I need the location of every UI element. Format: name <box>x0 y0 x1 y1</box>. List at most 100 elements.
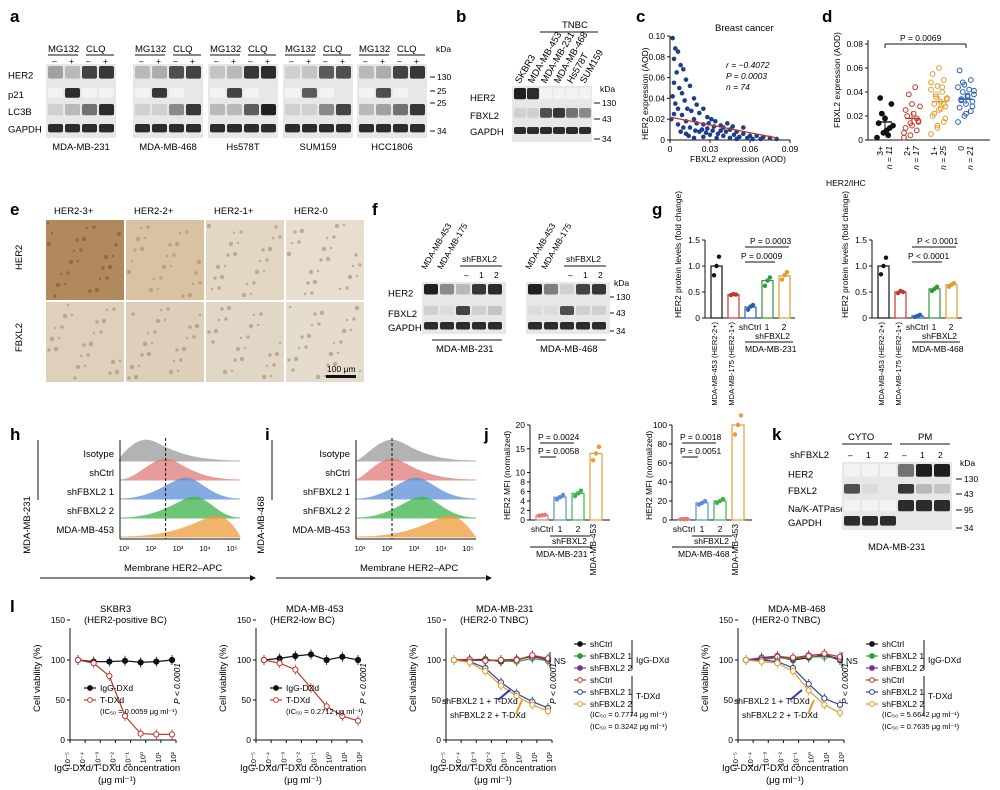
cell-nucleus <box>342 223 346 227</box>
ns-label: NS <box>554 656 566 666</box>
data-point <box>90 660 97 667</box>
p-value: P = 0.0018 <box>680 432 721 442</box>
annotation-arrow <box>515 699 523 715</box>
legend-marker <box>577 677 583 683</box>
cell-nucleus <box>66 271 70 275</box>
cell-nucleus <box>62 313 68 319</box>
cell-nucleus <box>213 276 217 280</box>
bar-label: shCtrl <box>906 322 928 332</box>
data-point <box>689 108 694 114</box>
blot-band <box>528 284 542 295</box>
cell-line-label: MDA-MB-231 <box>22 496 33 554</box>
blot-band <box>285 104 300 116</box>
blot-band <box>261 66 276 79</box>
y-tick-label: 0.5 <box>855 287 867 297</box>
cell-nucleus <box>262 269 266 273</box>
panel-k: CYTO PM shFBXL2 – 1 2 – 1 2 HER2 FBXL2 Na/K-ATPase G… <box>788 432 978 553</box>
lane-sub-label: 2 <box>598 270 603 280</box>
cell-nucleus <box>53 346 59 352</box>
blot-band <box>336 66 351 79</box>
cell-nucleus <box>213 328 219 334</box>
cell-nucleus <box>174 241 180 247</box>
cell-nucleus <box>326 363 330 367</box>
blot-band <box>514 88 526 100</box>
cell-nucleus <box>63 282 67 286</box>
bar-label: 2 <box>949 322 954 332</box>
lane-sub-label: 1 <box>479 270 484 280</box>
cell-nucleus <box>259 312 263 316</box>
data-point <box>931 110 938 117</box>
sign-label: – <box>173 56 178 66</box>
data-point <box>836 701 844 708</box>
protein-label: HER2 <box>788 470 813 481</box>
cell-nucleus <box>53 294 57 298</box>
data-point <box>686 133 691 139</box>
chart-title: MDA-MB-231 <box>476 604 534 615</box>
data-point <box>928 86 934 93</box>
data-point <box>878 272 884 277</box>
x-tick-label: 10⁻² <box>294 752 303 767</box>
data-point <box>942 115 949 122</box>
data-point <box>671 111 677 117</box>
y-tick-label: 0 <box>436 735 441 745</box>
row-label: MDA-MB-453 <box>292 525 350 536</box>
blot-band <box>359 88 374 98</box>
bar-label: shCtrl <box>673 524 695 534</box>
data-point <box>805 652 812 660</box>
group-label: shFBXL2 <box>694 536 729 546</box>
blot-band <box>376 66 391 79</box>
cell-nucleus <box>57 336 61 340</box>
sign-label: – <box>86 56 91 66</box>
y-tick-label: 150 <box>427 615 441 625</box>
cell-nucleus <box>215 264 221 270</box>
annotation-arrow <box>497 689 511 701</box>
bar-label: 1 <box>700 524 705 534</box>
data-point <box>691 96 697 101</box>
data-point <box>106 672 113 680</box>
x-axis-label: FBXL2 expression (AOD) <box>690 154 786 164</box>
cell-nucleus <box>210 287 214 291</box>
arrow-label: shFBXL2 2 + T-DXd <box>450 710 526 720</box>
y-tick-label: 50 <box>56 695 66 705</box>
bar <box>928 288 941 319</box>
blot-band <box>424 322 438 330</box>
bar-label: MDA-MB-453 <box>588 524 598 576</box>
cell-nucleus <box>355 274 359 278</box>
group-label: 3+ <box>875 146 885 156</box>
blot-band <box>393 88 408 98</box>
row-label: shFBXL2 2 <box>303 506 350 517</box>
data-point <box>907 132 914 139</box>
protein-label: FBXL2 <box>388 309 417 320</box>
cell-nucleus <box>66 303 70 307</box>
blot-band <box>186 124 201 133</box>
bar-label: shCtrl <box>531 524 553 534</box>
protein-label: Na/K-ATPase <box>788 504 845 515</box>
data-point <box>542 512 548 517</box>
cell-nucleus <box>313 312 317 316</box>
cell-line-label: MDA-MB-468 <box>256 496 267 554</box>
cell-nucleus <box>142 341 148 347</box>
blot-band <box>514 127 526 134</box>
row-label: MDA-MB-453 <box>56 525 114 536</box>
blot-band <box>227 66 242 79</box>
arrow-label: shFBXL2 1 + T-DXd <box>442 696 518 706</box>
arrow-label: shFBXL2 1 + T-DXd <box>734 696 810 706</box>
data-point <box>902 107 909 113</box>
cell-nucleus <box>352 317 356 321</box>
cell-nucleus <box>319 310 325 316</box>
x-tick-label: 10³ <box>173 544 184 553</box>
y-axis-label: Cell viability (%) <box>218 644 229 712</box>
cell-nucleus <box>181 346 187 352</box>
x-tick-label: 10² <box>837 752 846 763</box>
panel-g: 0 0.5 1.0 1.5 HER2 protein levels (fold chan… <box>673 191 964 406</box>
data-point <box>723 129 729 134</box>
x-tick-label: 10⁻² <box>108 752 117 767</box>
cell-nucleus <box>152 277 156 281</box>
cell-nucleus <box>321 246 327 252</box>
histogram <box>355 477 477 500</box>
blot-band <box>898 484 914 494</box>
cell-nucleus <box>207 330 211 334</box>
blot-band <box>544 322 558 330</box>
cell-nucleus <box>105 308 109 312</box>
cell-nucleus <box>168 369 174 375</box>
